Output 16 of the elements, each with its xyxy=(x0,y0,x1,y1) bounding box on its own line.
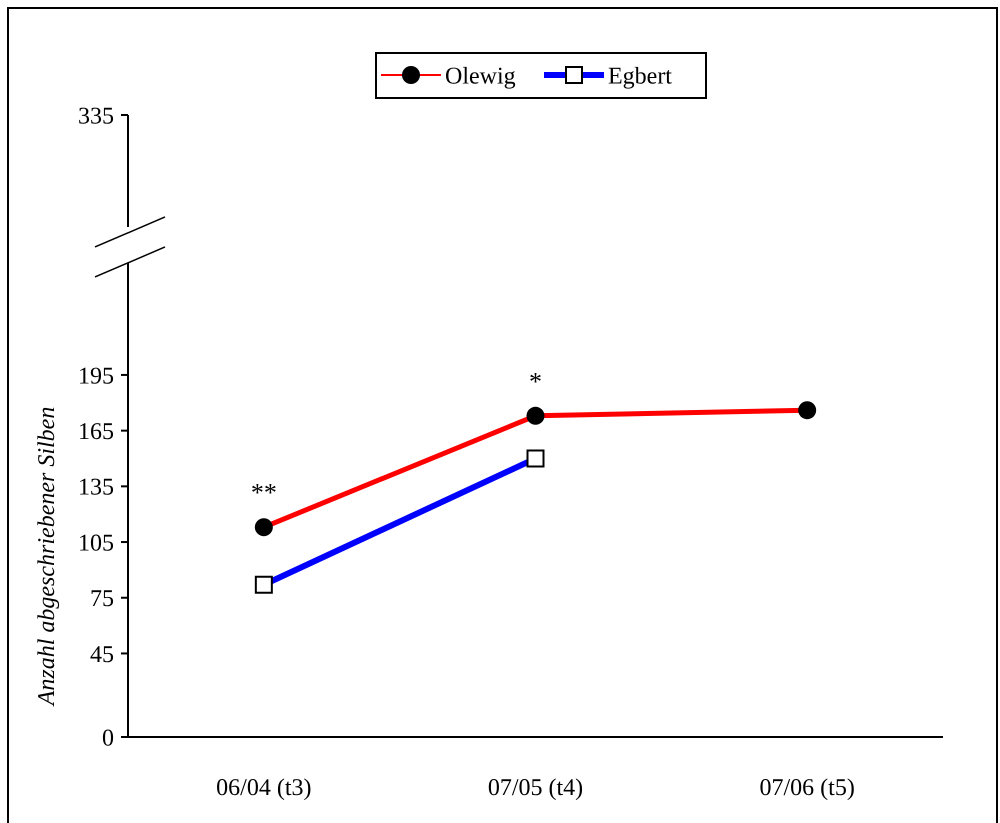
y-tick-label: 165 xyxy=(78,419,114,446)
annotation: ** xyxy=(250,478,277,508)
y-tick-label: 335 xyxy=(78,103,114,130)
x-tick-label: 07/05 (t4) xyxy=(488,775,584,801)
y-tick-label: 45 xyxy=(90,642,114,668)
x-tick-label: 07/06 (t5) xyxy=(760,775,855,801)
legend-label: Egbert xyxy=(608,63,672,90)
y-axis-title: Anzahl abgeschriebener Silben xyxy=(34,406,60,708)
y-tick-label: 135 xyxy=(78,474,114,501)
y-tick-label: 195 xyxy=(78,363,114,390)
y-tick-label: 0 xyxy=(102,725,114,752)
y-tick-label: 75 xyxy=(90,586,114,612)
y-tick-label: 105 xyxy=(78,530,114,556)
legend-label: Olewig xyxy=(445,63,516,90)
x-tick-label: 06/04 (t3) xyxy=(216,775,312,801)
annotation: * xyxy=(529,366,542,396)
